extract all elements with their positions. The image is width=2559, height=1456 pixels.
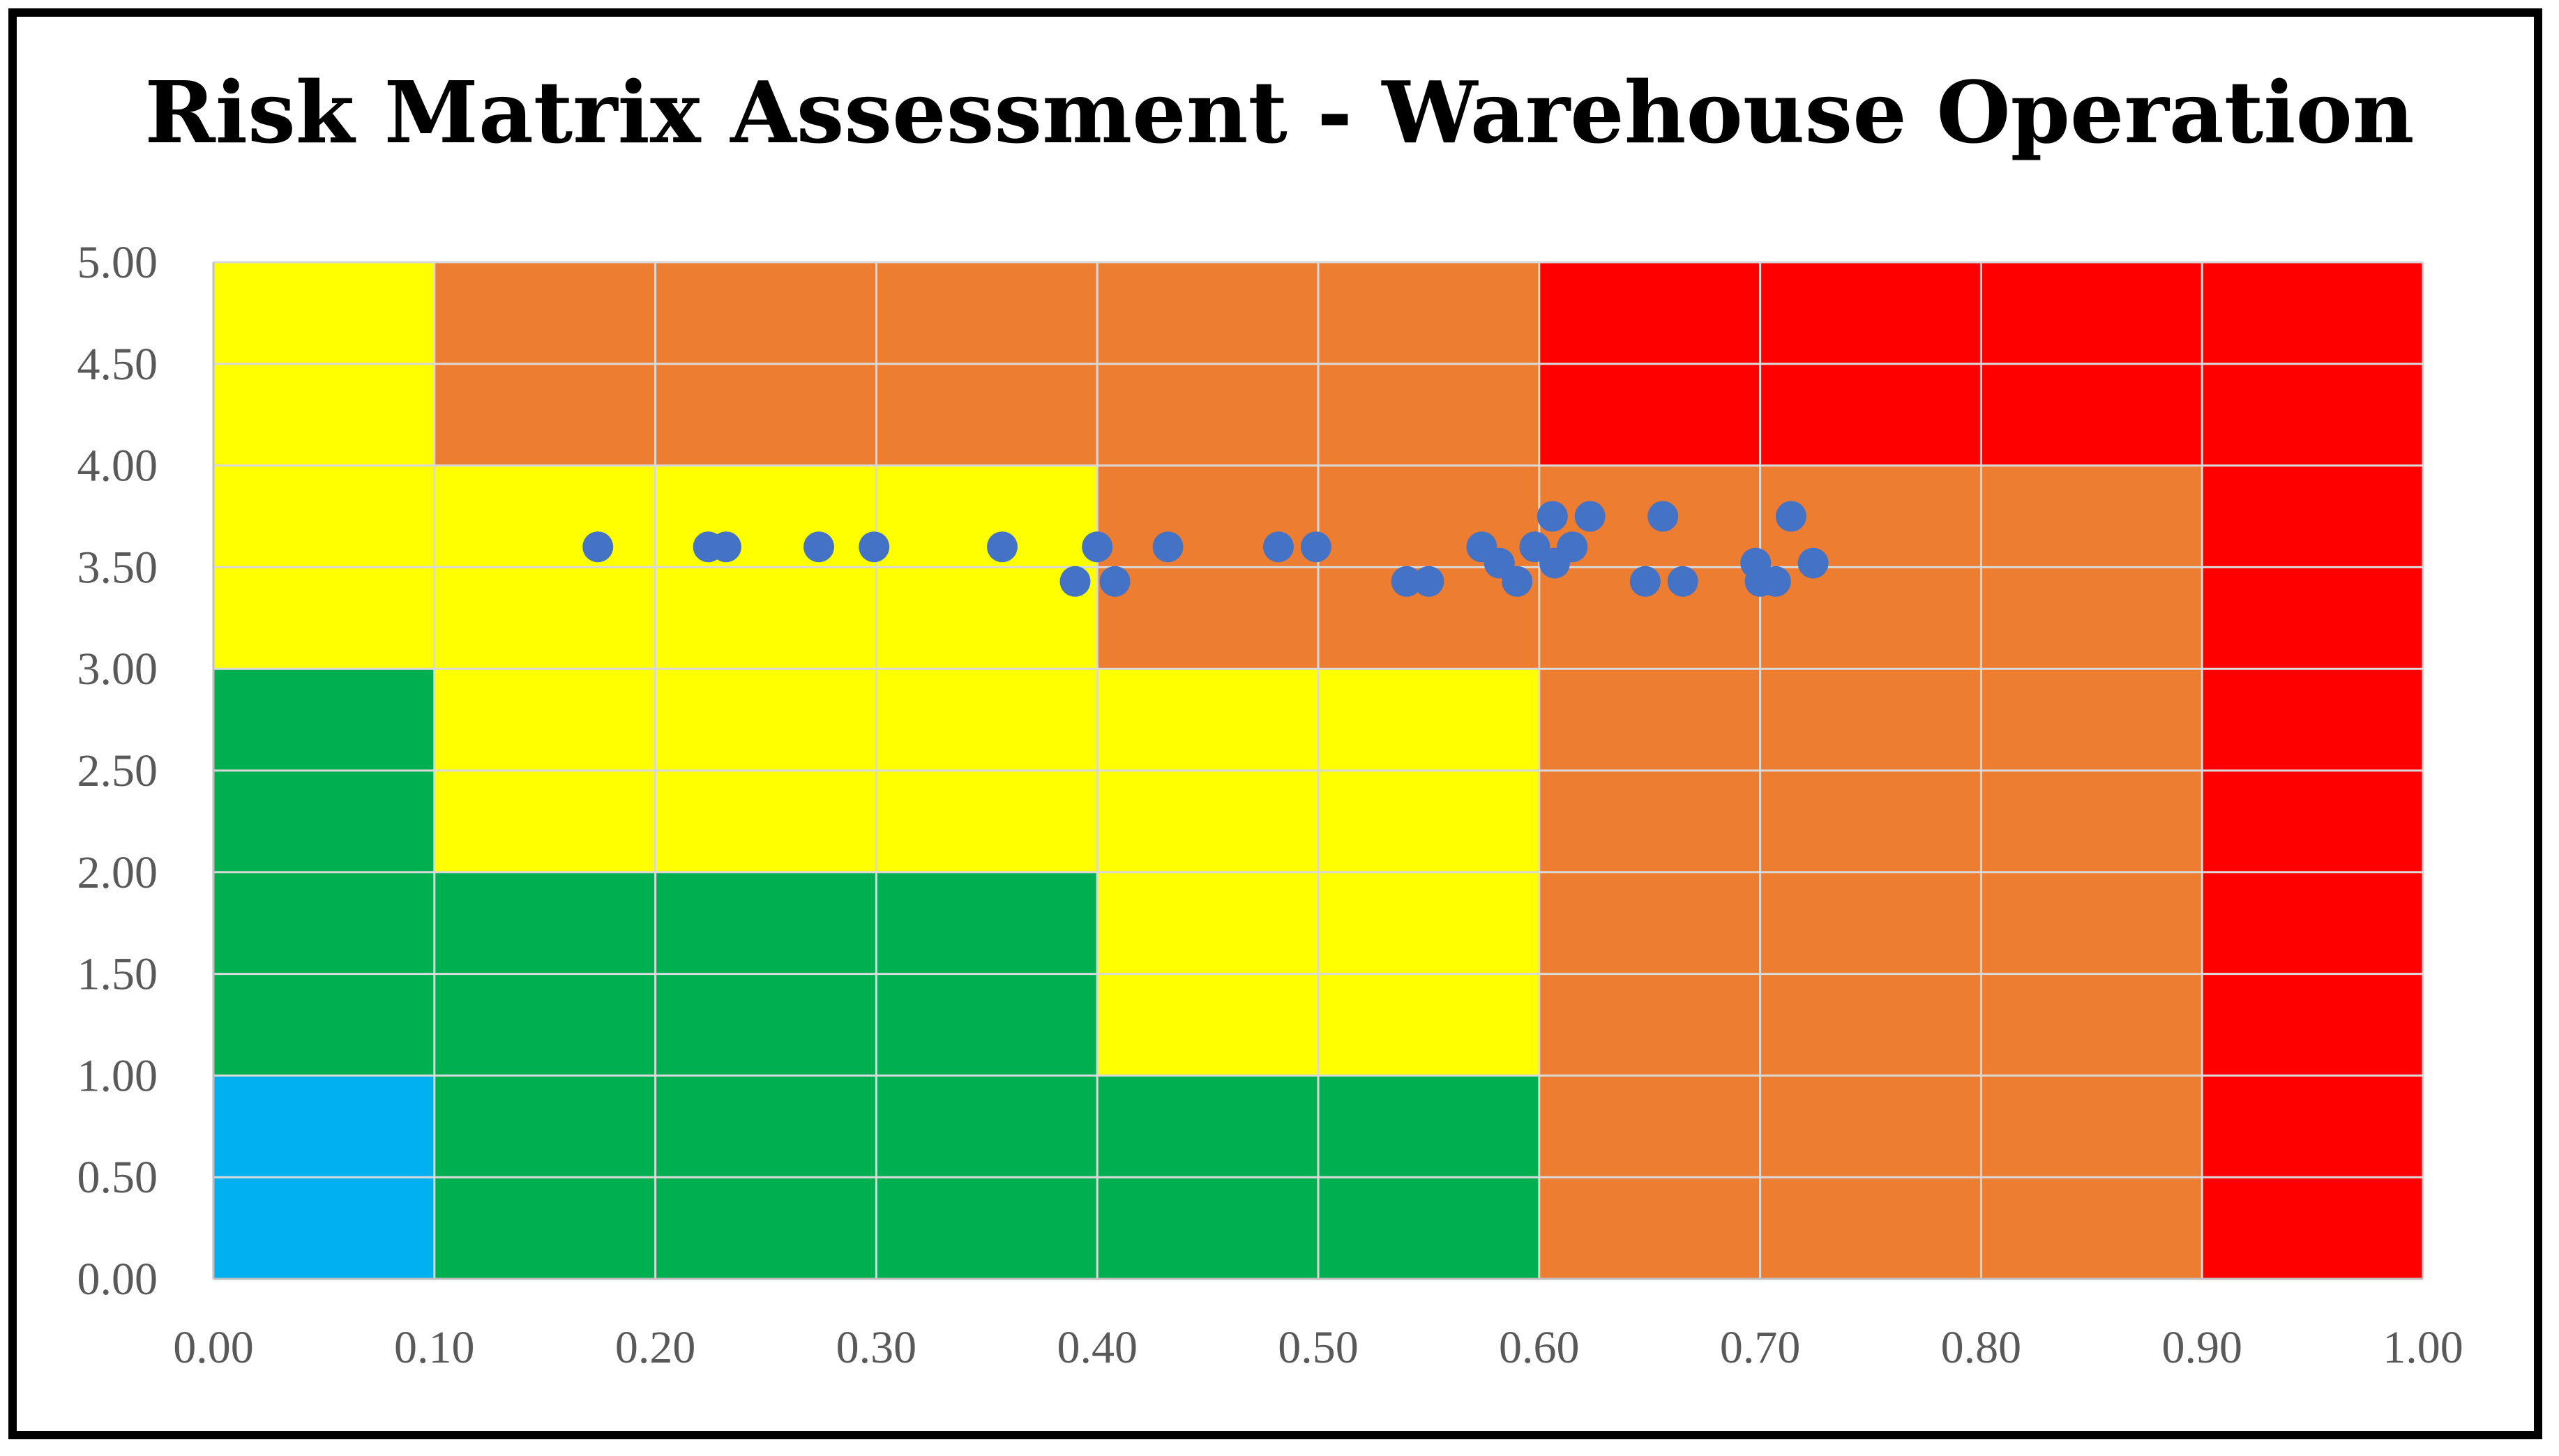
- y-tick-label: 2.00: [77, 847, 158, 898]
- y-tick-label: 1.00: [77, 1050, 158, 1101]
- y-tick-label: 4.50: [77, 339, 158, 390]
- chart-title: Risk Matrix Assessment - Warehouse Opera…: [144, 62, 2415, 162]
- x-tick-label: 0.70: [1720, 1322, 1801, 1373]
- x-tick-label: 1.00: [2383, 1322, 2463, 1373]
- x-tick-label: 0.60: [1499, 1322, 1580, 1373]
- data-point: [1413, 566, 1444, 597]
- data-point: [1775, 501, 1806, 532]
- y-tick-label: 0.00: [77, 1254, 158, 1305]
- x-tick-label: 0.90: [2161, 1322, 2242, 1373]
- data-point: [582, 531, 614, 563]
- data-point: [859, 531, 890, 563]
- data-point: [1502, 566, 1533, 597]
- data-point: [1647, 501, 1679, 532]
- y-tick-label: 3.00: [77, 644, 158, 695]
- y-tick-label: 0.50: [77, 1152, 158, 1203]
- data-point: [1667, 566, 1698, 597]
- x-tick-label: 0.00: [173, 1322, 254, 1373]
- y-tick-label: 3.50: [77, 542, 158, 593]
- data-point: [1629, 566, 1661, 597]
- data-point: [1797, 547, 1829, 579]
- y-tick-label: 4.00: [77, 441, 158, 492]
- data-point: [1537, 501, 1568, 532]
- y-tick-label: 2.50: [77, 745, 158, 796]
- data-point: [1099, 566, 1131, 597]
- x-tick-label: 0.10: [394, 1322, 475, 1373]
- x-tick-label: 0.50: [1278, 1322, 1359, 1373]
- data-point: [803, 531, 835, 563]
- data-point: [1391, 566, 1422, 597]
- axes: [212, 262, 2423, 1280]
- data-point: [1152, 531, 1184, 563]
- data-point: [1059, 566, 1091, 597]
- x-tick-label: 0.30: [836, 1322, 917, 1373]
- x-tick-label: 0.20: [615, 1322, 696, 1373]
- data-point: [1574, 501, 1606, 532]
- y-axis-ticks: 0.00 0.50 1.00 1.50 2.00 2.50 3.00 3.50 4.00 4.50…: [77, 237, 158, 1305]
- data-point: [1262, 531, 1294, 563]
- x-tick-label: 0.40: [1057, 1322, 1138, 1373]
- x-tick-label: 0.80: [1941, 1322, 2022, 1373]
- data-point: [1760, 566, 1791, 597]
- data-point: [1300, 531, 1331, 563]
- y-tick-label: 5.00: [77, 237, 158, 288]
- data-point: [986, 531, 1018, 563]
- data-point: [1557, 531, 1588, 563]
- x-axis-ticks: 0.00 0.10 0.20 0.30 0.40 0.50 0.60 0.70 0.80 0.90…: [173, 1322, 2463, 1373]
- data-point: [1082, 531, 1113, 563]
- data-points: [582, 501, 1829, 597]
- data-point: [710, 531, 741, 563]
- y-tick-label: 1.50: [77, 949, 158, 1000]
